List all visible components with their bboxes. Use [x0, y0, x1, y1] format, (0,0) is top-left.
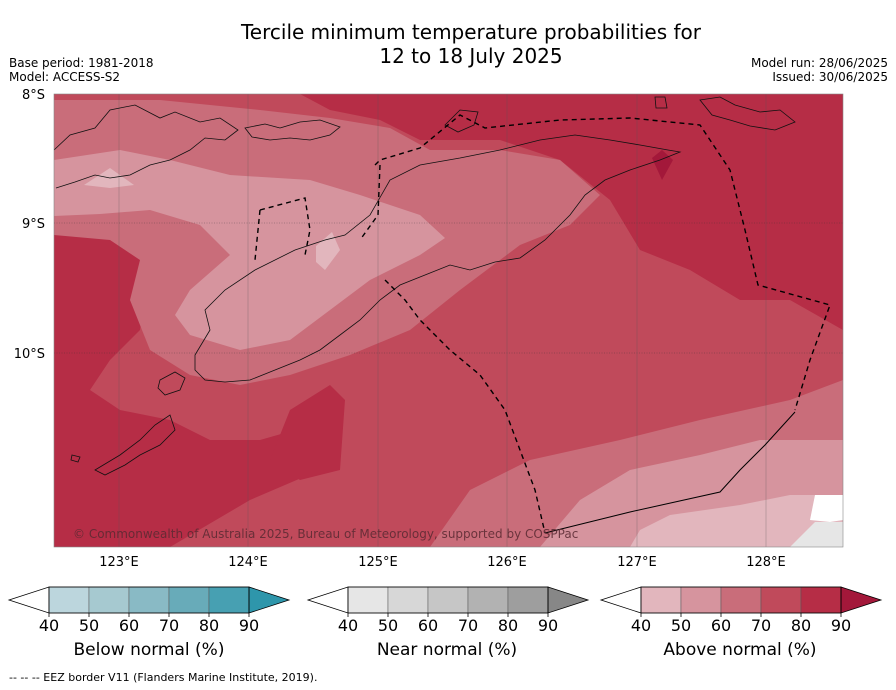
lat-label-9s: 9°S	[22, 217, 45, 232]
near-normal-segment	[467, 586, 509, 614]
maritime-boundary	[544, 411, 796, 534]
above-normal-segment	[720, 586, 762, 614]
near-normal-tick-label: 40	[338, 616, 358, 635]
map-frame	[53, 93, 844, 548]
near-normal-segment	[387, 586, 429, 614]
meta-left: Base period: 1981-2018 Model: ACCESS-S2	[9, 56, 154, 84]
above-normal-tick-label: 70	[751, 616, 771, 635]
rote-coastline	[94, 414, 176, 476]
below-normal-tick-label: 40	[39, 616, 59, 635]
alor-coastline	[244, 119, 341, 141]
lon-label-128e: 128°E	[746, 555, 786, 570]
ndao-coastline	[70, 454, 81, 463]
graticule	[54, 222, 843, 354]
near-normal-tick-label: 50	[378, 616, 398, 635]
above-normal-title: Above normal (%)	[663, 640, 817, 660]
semau-coastline	[157, 371, 186, 396]
below-normal-tick-label: 60	[119, 616, 139, 635]
near-normal-segment	[347, 586, 389, 614]
near-normal-white-patch	[810, 495, 843, 522]
eez-border	[254, 114, 831, 534]
zone-40-50-central	[316, 232, 340, 270]
map-title-line2: 12 to 18 July 2025	[379, 44, 563, 68]
map-title: Tercile minimum temperature probabilitie…	[0, 20, 896, 68]
below-normal-segment	[168, 586, 210, 614]
below-normal-segment	[208, 586, 250, 614]
zone-80-90-northeast	[300, 94, 843, 330]
near-normal-high-extend	[547, 586, 590, 614]
lon-label-127e: 127°E	[617, 555, 657, 570]
model-text: Model: ACCESS-S2	[9, 70, 121, 84]
near-normal-tick-label: 60	[418, 616, 438, 635]
near-normal-tick-label: 70	[458, 616, 478, 635]
above-normal-outline	[640, 586, 842, 614]
below-normal-title: Below normal (%)	[73, 640, 225, 660]
below-normal-tick-label: 90	[239, 616, 259, 635]
above-normal-segment	[640, 586, 682, 614]
above-normal-segment	[680, 586, 722, 614]
near-normal-patch	[790, 522, 843, 547]
near-normal-low-extend	[306, 586, 349, 614]
meridians	[118, 94, 767, 547]
below-normal-low-extend	[7, 586, 50, 614]
timor-coastline	[194, 134, 682, 383]
eez-footnote: -- -- -- EEZ border V11 (Flanders Marine…	[9, 671, 318, 684]
lon-label-124e: 124°E	[228, 555, 268, 570]
above-normal-tick-label: 50	[671, 616, 691, 635]
zone-50-60-west	[54, 150, 445, 350]
model-run-text: Model run: 28/06/2025	[750, 56, 888, 70]
near-normal-segment	[507, 586, 549, 614]
above-normal-tick-label: 90	[831, 616, 851, 635]
flores-coastline	[54, 104, 239, 189]
kisar-coastline	[699, 96, 796, 131]
probability-contours	[54, 94, 843, 547]
map-title-line1: Tercile minimum temperature probabilitie…	[240, 20, 702, 44]
zone-40-50-southeast	[630, 495, 843, 547]
above-normal-tick-label: 40	[631, 616, 651, 635]
below-normal-tick-label: 80	[199, 616, 219, 635]
above-normal-segment	[800, 586, 842, 614]
below-normal-colorbar: 40 50 60 70 80 90	[7, 586, 291, 635]
zone-80-90-south	[270, 385, 345, 480]
near-normal-tick-label: 90	[538, 616, 558, 635]
colorbars: 40 50 60 70 80 90 40 50 60 70 80 90 40 50 60 70 80 90	[7, 586, 883, 635]
meta-right: Model run: 28/06/2025 Issued: 30/06/2025	[751, 56, 888, 84]
above-normal-tick-label: 80	[791, 616, 811, 635]
above-normal-colorbar: 40 50 60 70 80 90	[599, 586, 883, 635]
near-normal-outline	[347, 586, 549, 614]
lon-label-123e: 123°E	[99, 555, 139, 570]
coastlines	[54, 96, 796, 476]
lat-label-8s: 8°S	[22, 88, 45, 103]
wetar-west-coastline	[444, 109, 479, 133]
below-normal-tick-label: 70	[159, 616, 179, 635]
below-normal-segment	[128, 586, 170, 614]
lon-label-126e: 126°E	[487, 555, 527, 570]
lat-label-10s: 10°S	[14, 347, 45, 362]
base-period-text: Base period: 1981-2018	[9, 56, 154, 70]
near-normal-segment	[427, 586, 469, 614]
above-normal-tick-label: 60	[711, 616, 731, 635]
near-normal-title: Near normal (%)	[376, 640, 518, 660]
above-normal-low-extend	[599, 586, 642, 614]
zone-80-90-southwest	[54, 230, 330, 547]
near-normal-tick-label: 80	[498, 616, 518, 635]
below-normal-high-extend	[248, 586, 291, 614]
issued-text: Issued: 30/06/2025	[772, 70, 888, 84]
zone-90-plus	[652, 150, 673, 180]
lon-label-125e: 125°E	[358, 555, 398, 570]
copyright-text: © Commonwealth of Australia 2025, Bureau…	[73, 527, 578, 541]
near-normal-colorbar: 40 50 60 70 80 90	[306, 586, 590, 635]
small-island-coastline	[654, 96, 668, 109]
above-normal-high-extend	[840, 586, 883, 614]
below-normal-segment	[48, 586, 90, 614]
below-normal-tick-label: 50	[79, 616, 99, 635]
below-normal-outline	[48, 586, 250, 614]
below-normal-segment	[88, 586, 130, 614]
above-normal-segment	[760, 586, 802, 614]
